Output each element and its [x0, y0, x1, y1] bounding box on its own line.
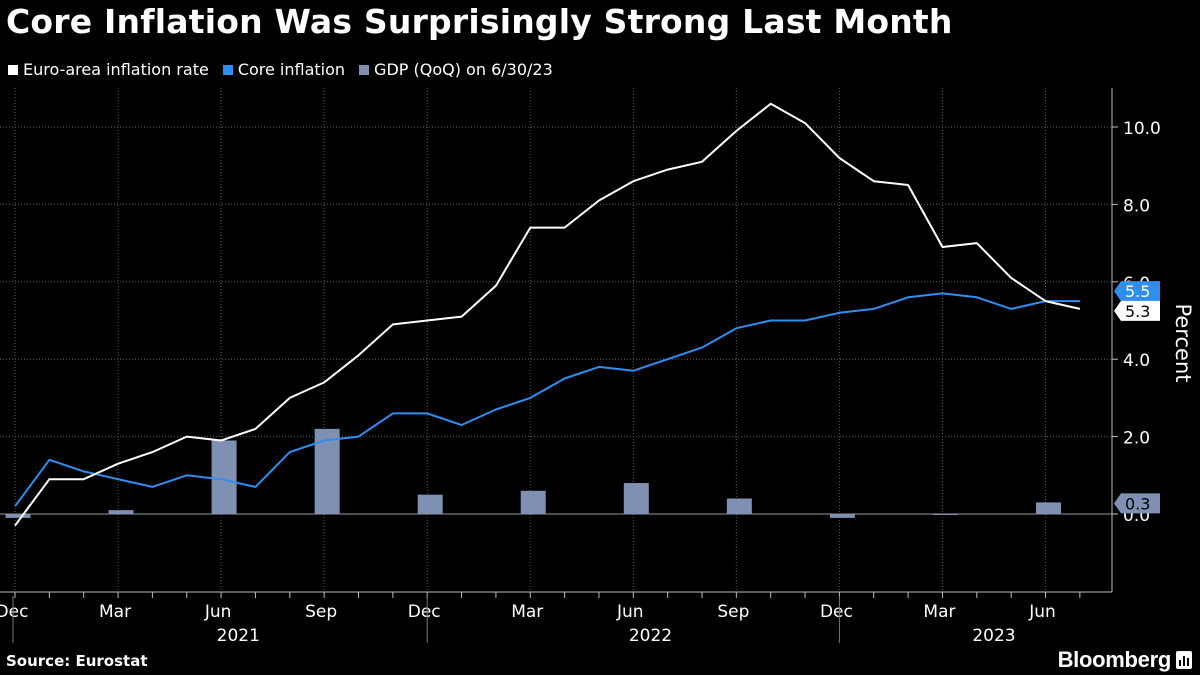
x-tick-label: Sep — [305, 602, 337, 622]
axis-layer: 0.02.04.06.08.010.0DecMarJunSepDecMarJun… — [0, 88, 1161, 646]
grid-layer — [0, 88, 1112, 592]
y-tick-label: 8.0 — [1123, 196, 1150, 216]
gdp-bar — [417, 494, 443, 514]
line-layer — [14, 102, 1081, 527]
legend: Euro-area inflation rate Core inflation … — [8, 60, 567, 79]
gdp-bar — [108, 510, 134, 514]
legend-item-gdp: GDP (QoQ) on 6/30/23 — [359, 60, 553, 79]
x-year-label: 2022 — [629, 626, 672, 646]
gdp-bar — [5, 514, 31, 518]
core-inflation-end-tag-bg — [1114, 281, 1160, 302]
core-inflation-line — [14, 292, 1080, 507]
bar-layer — [5, 428, 1061, 518]
gdp-bar — [932, 514, 958, 515]
gdp-bar — [520, 490, 546, 514]
x-year-label: 2021 — [217, 626, 260, 646]
legend-label-core: Core inflation — [237, 60, 346, 79]
x-tick-label: Dec — [820, 602, 853, 622]
chart-title: Core Inflation Was Surprisingly Strong L… — [6, 2, 953, 41]
x-tick-label: Dec — [408, 602, 441, 622]
x-tick-label: Jun — [204, 602, 232, 622]
y-tick-label: 4.0 — [1123, 351, 1150, 371]
gdp-end-tag-bg — [1114, 493, 1160, 514]
legend-swatch-gdp — [359, 64, 370, 75]
legend-label-gdp: GDP (QoQ) on 6/30/23 — [374, 60, 553, 79]
legend-swatch-core — [222, 64, 233, 75]
brand-name: Bloomberg — [1057, 647, 1172, 672]
source-note: Source: Eurostat — [6, 652, 148, 670]
legend-label-inflation: Euro-area inflation rate — [23, 60, 209, 79]
brand-logo: Bloomberg — [1058, 647, 1192, 673]
gdp-bar — [726, 498, 752, 514]
x-tick-label: Dec — [0, 602, 28, 622]
headline-inflation-end-tag-bg — [1114, 300, 1160, 321]
legend-swatch-inflation — [8, 64, 18, 75]
gdp-end-tag-text: 0.3 — [1125, 494, 1150, 513]
y-tick-label: 2.0 — [1123, 429, 1150, 449]
gdp-bar — [623, 483, 649, 514]
gdp-bar — [1036, 502, 1061, 514]
x-tick-label: Mar — [99, 602, 131, 622]
headline-inflation-line — [14, 102, 1081, 527]
core-inflation-end-tag-text: 5.5 — [1125, 282, 1150, 301]
x-tick-label: Jun — [1028, 602, 1056, 622]
x-year-label: 2023 — [972, 626, 1015, 646]
label-layer: 5.55.3 0.3 — [1114, 281, 1160, 514]
legend-item-inflation: Euro-area inflation rate — [8, 60, 209, 79]
x-tick-label: Sep — [717, 602, 749, 622]
gdp-bar — [829, 514, 855, 518]
terminal-icon — [1176, 651, 1192, 669]
headline-inflation-end-tag-text: 5.3 — [1125, 302, 1150, 321]
legend-item-core: Core inflation — [222, 60, 346, 79]
y-axis-label: Percent — [1171, 303, 1195, 382]
x-tick-label: Mar — [923, 602, 955, 622]
x-tick-label: Mar — [511, 602, 543, 622]
gdp-bar — [211, 440, 237, 514]
y-tick-label: 10.0 — [1123, 119, 1161, 139]
x-tick-label: Jun — [616, 602, 644, 622]
